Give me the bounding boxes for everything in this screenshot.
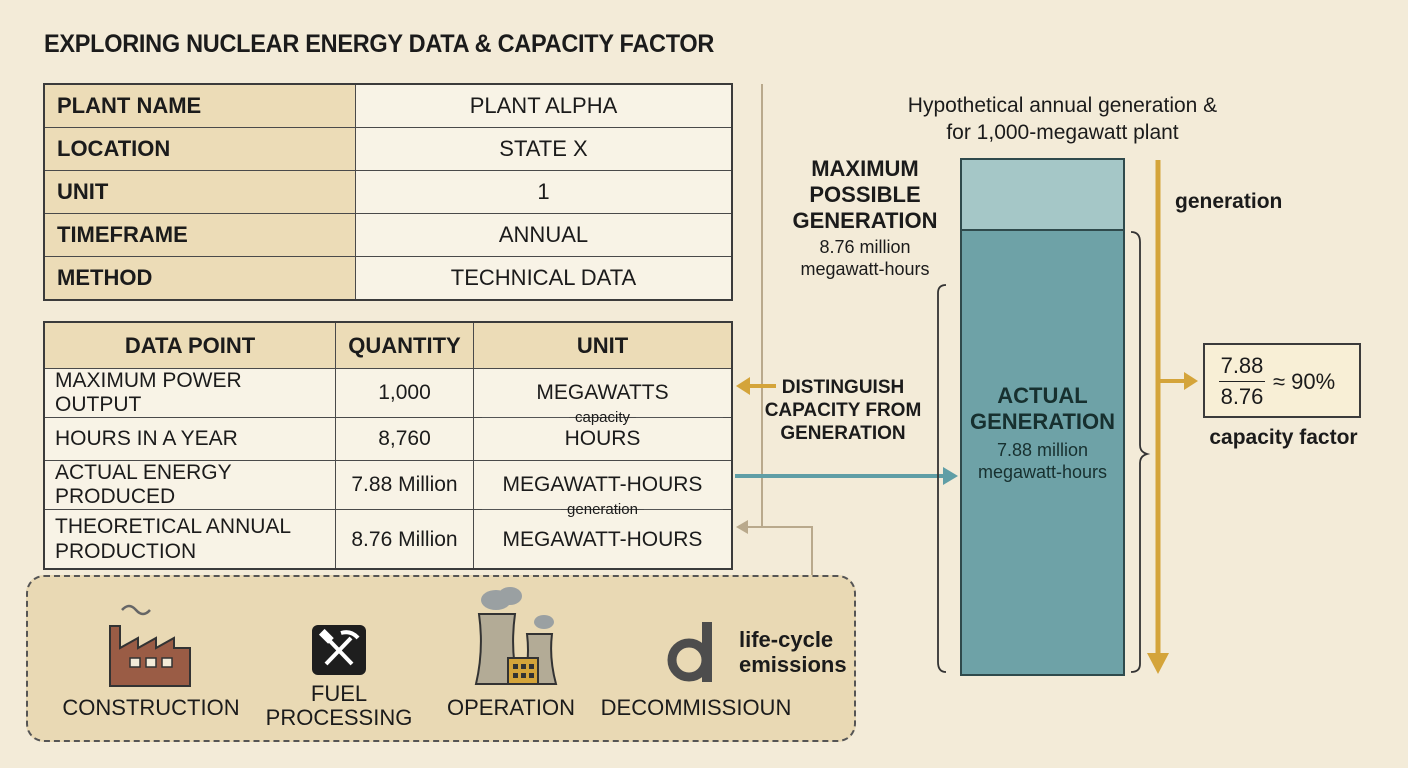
table-row: PLANT NAME PLANT ALPHA bbox=[43, 83, 733, 128]
max-generation-bar bbox=[960, 158, 1125, 231]
plant-info-table: PLANT NAME PLANT ALPHA LOCATION STATE X UN… bbox=[43, 83, 733, 301]
max-generation-title: MAXIMUM POSSIBLE GENERATION bbox=[792, 156, 938, 233]
data-point-cell: THEORETICAL ANNUAL PRODUCTION bbox=[43, 509, 336, 570]
generation-arrow-label: generation bbox=[1175, 190, 1283, 213]
quantity-cell: 1,000 bbox=[335, 368, 474, 418]
approx-result: ≈ 90% bbox=[1273, 369, 1336, 394]
factory-icon bbox=[106, 598, 192, 688]
info-key: METHOD bbox=[43, 256, 356, 301]
info-key: PLANT NAME bbox=[43, 83, 356, 128]
table-row: MAXIMUM POWER OUTPUT 1,000 MEGAWATTS capa… bbox=[43, 368, 733, 426]
info-value: PLANT ALPHA bbox=[355, 83, 733, 128]
quantity-cell: 8.76 Million bbox=[335, 509, 474, 570]
fraction: 7.88 8.76 bbox=[1219, 353, 1265, 410]
distinguish-label: DISTINGUISH CAPACITY FROM GENERATION bbox=[764, 377, 922, 444]
info-key: UNIT bbox=[43, 170, 356, 214]
unit-text: MEGAWATTS bbox=[536, 381, 669, 404]
actual-generation-bar bbox=[960, 229, 1125, 676]
capacity-note: capacity bbox=[482, 409, 723, 426]
step-construction: CONSTRUCTION bbox=[62, 695, 240, 720]
table-row: UNIT 1 bbox=[43, 170, 733, 214]
actual-generation-value: 7.88 million megawatt-hours bbox=[977, 440, 1108, 482]
quantity-cell: 8,760 bbox=[335, 417, 474, 461]
data-point-cell: ACTUAL ENERGY PRODUCED bbox=[43, 460, 336, 510]
unit-cell: MEGAWATT-HOURS generation bbox=[473, 460, 733, 518]
table-header-row: DATA POINT QUANTITY UNIT bbox=[43, 321, 733, 369]
fraction-numerator: 7.88 bbox=[1219, 353, 1265, 382]
data-point-cell: MAXIMUM POWER OUTPUT bbox=[43, 368, 336, 418]
table-row: THEORETICAL ANNUAL PRODUCTION 8.76 Milli… bbox=[43, 509, 733, 570]
info-value: TECHNICAL DATA bbox=[355, 256, 733, 301]
step-decommission: DECOMMISSIOUN bbox=[600, 695, 792, 720]
info-value: ANNUAL bbox=[355, 213, 733, 257]
diagram-caption: Hypothetical annual generation & for 1,0… bbox=[907, 94, 1218, 144]
capacity-factor-formula: 7.88 8.76 ≈ 90% bbox=[1203, 343, 1361, 418]
table-row: ACTUAL ENERGY PRODUCED 7.88 Million MEGA… bbox=[43, 460, 733, 518]
step-fuel-processing: FUEL PROCESSING bbox=[265, 681, 413, 730]
data-point-cell: HOURS IN A YEAR bbox=[43, 417, 336, 461]
info-key: TIMEFRAME bbox=[43, 213, 356, 257]
unit-cell: MEGAWATTS capacity bbox=[473, 368, 733, 426]
max-generation-label: MAXIMUM POSSIBLE GENERATION 8.76 million… bbox=[780, 156, 950, 280]
info-value: STATE X bbox=[355, 127, 733, 171]
generation-note: generation bbox=[482, 501, 723, 518]
data-points-table: DATA POINT QUANTITY UNIT MAXIMUM POWER O… bbox=[43, 321, 733, 570]
actual-generation-title: ACTUAL GENERATION bbox=[969, 383, 1116, 434]
info-value: 1 bbox=[355, 170, 733, 214]
column-header: DATA POINT bbox=[43, 321, 336, 369]
page-title: EXPLORING NUCLEAR ENERGY DATA & CAPACITY… bbox=[44, 30, 715, 58]
max-generation-value: 8.76 million megawatt-hours bbox=[800, 237, 930, 279]
hammer-pick-icon bbox=[311, 624, 367, 676]
step-operation: OPERATION bbox=[447, 695, 575, 720]
unit-cell: MEGAWATT-HOURS bbox=[473, 509, 733, 570]
fraction-denominator: 8.76 bbox=[1220, 384, 1264, 409]
column-header: UNIT bbox=[473, 321, 733, 369]
lifecycle-emissions-label: life-cycle emissions bbox=[739, 627, 847, 677]
actual-generation-label: ACTUAL GENERATION 7.88 million megawatt-… bbox=[960, 383, 1125, 483]
cooling-tower-icon bbox=[462, 586, 562, 688]
unit-text: MEGAWATT-HOURS bbox=[502, 473, 703, 496]
table-row: HOURS IN A YEAR 8,760 HOURS bbox=[43, 417, 733, 461]
column-header: QUANTITY bbox=[335, 321, 474, 369]
quantity-cell: 7.88 Million bbox=[335, 460, 474, 510]
table-row: METHOD TECHNICAL DATA bbox=[43, 256, 733, 301]
table-row: TIMEFRAME ANNUAL bbox=[43, 213, 733, 257]
capacity-factor-label: capacity factor bbox=[1209, 426, 1358, 449]
decommission-d-icon bbox=[664, 620, 722, 686]
